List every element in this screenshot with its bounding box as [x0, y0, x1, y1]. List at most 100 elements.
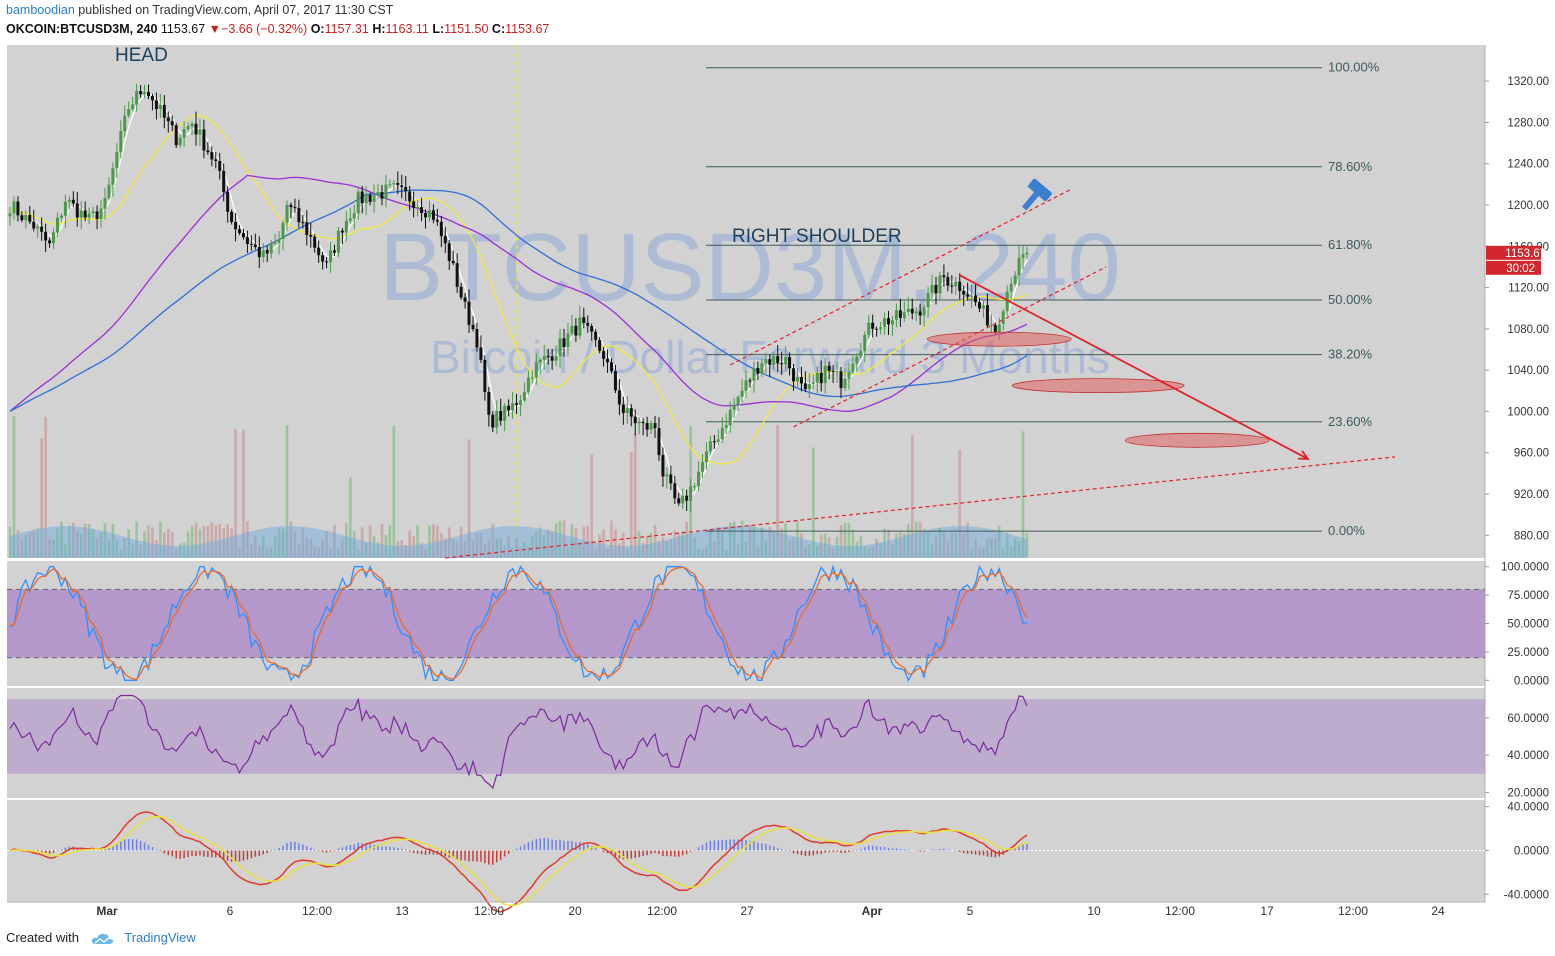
- macd-axis-tick-label: -40.0000: [1504, 889, 1549, 901]
- candle-body: [71, 199, 75, 204]
- volume-bar: [87, 523, 91, 558]
- volume-bar: [800, 533, 803, 558]
- price-tick-label: 1120.00: [1508, 283, 1549, 295]
- rsi-panel: [7, 688, 1485, 798]
- volume-bar: [693, 537, 696, 558]
- volume-bar: [1021, 431, 1025, 558]
- price-tick-label: 1320.00: [1507, 76, 1549, 88]
- candle-body: [384, 184, 388, 199]
- rsi-axis-tick-label: 60.0000: [1507, 713, 1549, 725]
- time-axis: Mar 6 12:00 13 12:00 20 12:00 27 Apr 5 10 12:00 17 12…: [7, 901, 1485, 918]
- candle-body: [906, 308, 910, 313]
- candle-body: [360, 191, 364, 204]
- candle-body: [123, 115, 127, 132]
- volume-bar: [364, 542, 368, 558]
- candle-body: [364, 195, 368, 204]
- volume-bar: [669, 538, 673, 558]
- volume-bar: [519, 547, 522, 558]
- publish-info: published on TradingView.com, April 07, …: [74, 3, 394, 17]
- candle-body: [182, 129, 186, 138]
- symbol-label[interactable]: OKCOIN:BTCUSD3M, 240: [6, 22, 158, 36]
- volume-bar: [1005, 532, 1009, 558]
- volume-bar: [875, 539, 878, 558]
- volume-bar: [895, 533, 898, 558]
- candle-body: [681, 495, 685, 504]
- low-label: L:: [432, 22, 445, 36]
- fib-level-label: 0.00%: [1328, 523, 1365, 538]
- candle-body: [653, 423, 657, 429]
- close-value: 1153.67: [505, 22, 550, 36]
- candle-body: [898, 310, 902, 319]
- volume-bar: [863, 546, 867, 558]
- volume-bar: [111, 523, 115, 558]
- candle-body: [447, 243, 451, 261]
- candle-body: [265, 249, 269, 254]
- candle-body: [966, 294, 970, 297]
- volume-bar: [368, 525, 372, 558]
- candle-body: [507, 405, 511, 411]
- candle-body: [158, 104, 162, 110]
- volume-bar: [269, 547, 273, 558]
- volume-bar: [685, 521, 688, 558]
- volume-bar: [720, 531, 724, 558]
- volume-bar: [637, 531, 641, 558]
- author-link[interactable]: bamboodian: [6, 3, 75, 17]
- candle-body: [609, 362, 613, 372]
- candle-body: [946, 277, 950, 286]
- candle-body: [693, 486, 697, 488]
- volume-bar: [261, 535, 265, 558]
- candle-body: [803, 383, 807, 390]
- volume-bar: [570, 524, 574, 558]
- candle-body: [269, 242, 273, 254]
- volume-bar: [713, 541, 716, 558]
- candle-body: [119, 131, 123, 153]
- time-tick-label: 12:00: [1165, 904, 1195, 918]
- candle-body: [479, 347, 483, 360]
- high-label: H:: [372, 22, 386, 36]
- volume-bar: [436, 525, 439, 558]
- candle-body: [934, 284, 938, 294]
- candle-body: [815, 372, 819, 383]
- candle-body: [420, 207, 424, 214]
- volume-bar: [127, 529, 131, 558]
- time-tick-label: 27: [740, 904, 754, 918]
- target-ellipse: [1011, 378, 1185, 394]
- time-tick-label: 6: [227, 904, 234, 918]
- candle-body: [352, 213, 356, 219]
- time-tick-label: 24: [1431, 904, 1445, 918]
- candle-body: [491, 414, 495, 428]
- candle-body: [127, 109, 131, 116]
- target-ellipse: [926, 331, 1072, 347]
- candle-body: [115, 152, 119, 169]
- candle-body: [515, 403, 519, 405]
- candle-body: [16, 201, 20, 216]
- candle-body: [103, 198, 107, 209]
- volume-bar: [459, 526, 463, 558]
- candle-body: [570, 325, 574, 334]
- candle-body: [704, 451, 708, 463]
- candle-body: [24, 214, 28, 221]
- candle-body: [883, 318, 887, 327]
- candle-body: [226, 191, 230, 212]
- candle-body: [819, 372, 823, 384]
- candle-body: [993, 325, 997, 332]
- volume-bar: [301, 528, 305, 558]
- volume-bar: [491, 523, 495, 558]
- sma-purple-line: [9, 174, 1028, 412]
- candle-body: [135, 91, 139, 105]
- candle-body: [332, 250, 336, 253]
- tradingview-link[interactable]: TradingView: [124, 930, 196, 945]
- candle-body: [847, 371, 851, 379]
- volume-bar: [527, 546, 530, 558]
- volume-bar: [349, 477, 352, 558]
- candle-body: [942, 275, 946, 278]
- volume-bar: [99, 532, 103, 558]
- candle-body: [613, 371, 617, 391]
- macd-panel: [7, 800, 1485, 902]
- price-tick-label: 1240.00: [1507, 159, 1549, 171]
- volume-bar: [1017, 541, 1021, 558]
- volume-bar: [305, 537, 309, 558]
- candle-body: [518, 400, 522, 405]
- volume-bar: [768, 526, 772, 558]
